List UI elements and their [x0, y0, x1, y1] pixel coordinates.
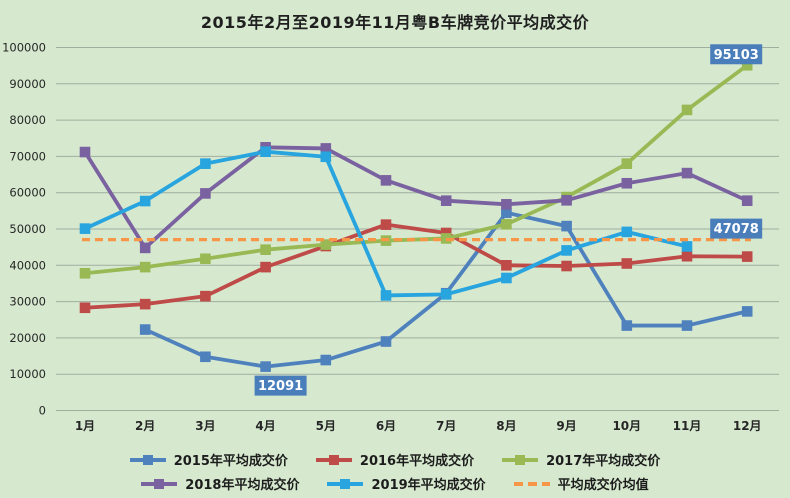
- legend-item-average[interactable]: 平均成交价均值: [513, 474, 649, 493]
- svg-text:60000: 60000: [9, 186, 46, 200]
- svg-text:70000: 70000: [9, 149, 46, 163]
- svg-text:6月: 6月: [376, 419, 396, 433]
- svg-text:0: 0: [39, 404, 46, 418]
- svg-text:80000: 80000: [9, 113, 46, 127]
- legend-row-2: 2018年平均成交价 2019年平均成交价 平均成交价均值: [141, 474, 649, 493]
- svg-text:10月: 10月: [612, 419, 641, 433]
- legend-item-2018[interactable]: 2018年平均成交价: [141, 474, 299, 493]
- line-marker-icon: [502, 454, 539, 465]
- legend-label: 2017年平均成交价: [546, 454, 661, 469]
- legend-item-2016[interactable]: 2016年平均成交价: [315, 450, 475, 469]
- legend-item-2015[interactable]: 2015年平均成交价: [129, 450, 288, 469]
- svg-text:3月: 3月: [195, 419, 215, 433]
- svg-text:95103: 95103: [714, 48, 759, 63]
- dashed-line-icon: [513, 481, 550, 486]
- svg-text:47078: 47078: [714, 222, 759, 237]
- svg-text:40000: 40000: [9, 258, 46, 272]
- legend-label: 2019年平均成交价: [371, 478, 486, 493]
- svg-text:90000: 90000: [9, 77, 46, 91]
- legend-row-1: 2015年平均成交价 2016年平均成交价 2017年平均成交价: [129, 450, 660, 469]
- legend-label: 2016年平均成交价: [359, 454, 475, 469]
- legend: 2015年平均成交价 2016年平均成交价 2017年平均成交价 2018年平均…: [0, 450, 790, 493]
- svg-text:20000: 20000: [9, 331, 46, 345]
- svg-text:7月: 7月: [436, 419, 456, 433]
- svg-text:9月: 9月: [556, 419, 576, 433]
- svg-text:5月: 5月: [316, 419, 336, 433]
- legend-item-2019[interactable]: 2019年平均成交价: [327, 474, 486, 493]
- svg-text:100000: 100000: [2, 41, 46, 55]
- svg-text:4月: 4月: [255, 419, 275, 433]
- svg-text:8月: 8月: [496, 419, 516, 433]
- svg-text:2月: 2月: [135, 419, 155, 433]
- svg-text:1月: 1月: [75, 419, 95, 433]
- svg-text:12091: 12091: [258, 379, 303, 394]
- legend-label: 2018年平均成交价: [185, 478, 300, 493]
- legend-item-2017[interactable]: 2017年平均成交价: [502, 450, 660, 469]
- chart-title: 2015年2月至2019年11月粤B车牌竞价平均成交价: [200, 13, 590, 32]
- svg-text:30000: 30000: [9, 295, 46, 309]
- line-marker-icon: [315, 454, 352, 465]
- line-marker-icon: [129, 454, 166, 465]
- svg-text:10000: 10000: [9, 367, 46, 381]
- svg-text:11月: 11月: [673, 419, 702, 433]
- line-marker-icon: [327, 478, 364, 489]
- legend-label: 平均成交价均值: [557, 478, 649, 493]
- svg-text:50000: 50000: [9, 222, 46, 236]
- legend-label: 2015年平均成交价: [173, 454, 288, 469]
- line-marker-icon: [141, 478, 178, 489]
- plot-area: 0 10000 20000 30000 40000 50000 60000 70000 8000…: [2, 41, 779, 433]
- svg-text:12月: 12月: [733, 419, 762, 433]
